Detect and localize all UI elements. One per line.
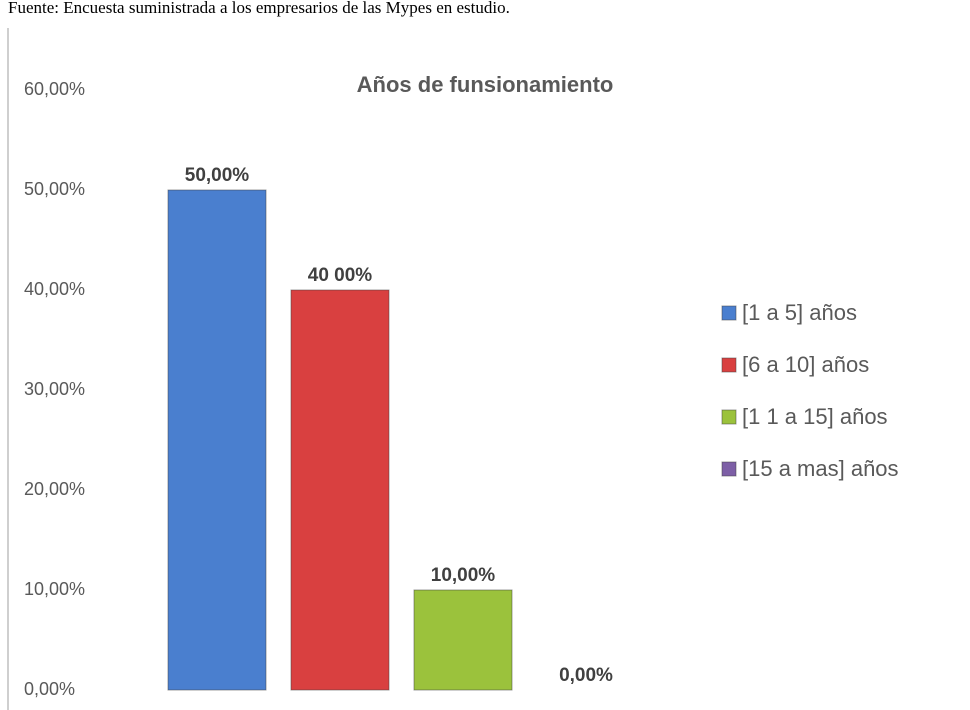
legend-label: [1 a 5] años [742, 300, 857, 325]
bar [290, 289, 390, 691]
data-label: 40 00% [308, 265, 373, 286]
chart-title: Años de funsionamiento [357, 72, 614, 97]
legend-label: [6 a 10] años [742, 352, 869, 377]
y-tick-label: 40,00% [24, 279, 85, 299]
y-tick-label: 50,00% [24, 179, 85, 199]
y-tick-label: 10,00% [24, 579, 85, 599]
data-label: 50,00% [185, 165, 250, 186]
legend-label: [15 a mas] años [742, 456, 899, 481]
legend-swatch [721, 357, 737, 373]
legend-label: [1 1 a 15] años [742, 404, 888, 429]
legend-swatch [721, 305, 737, 321]
y-tick-label: 20,00% [24, 479, 85, 499]
source-note: Fuente: Encuesta suministrada a los empr… [8, 0, 510, 17]
y-tick-label: 60,00% [24, 79, 85, 99]
data-label: 0,00% [559, 665, 613, 686]
data-label: 10,00% [431, 565, 496, 586]
y-tick-label: 0,00% [24, 679, 75, 699]
bar [413, 589, 513, 691]
bar [167, 189, 267, 691]
legend-swatch [721, 461, 737, 477]
y-tick-label: 30,00% [24, 379, 85, 399]
legend-swatch [721, 409, 737, 425]
